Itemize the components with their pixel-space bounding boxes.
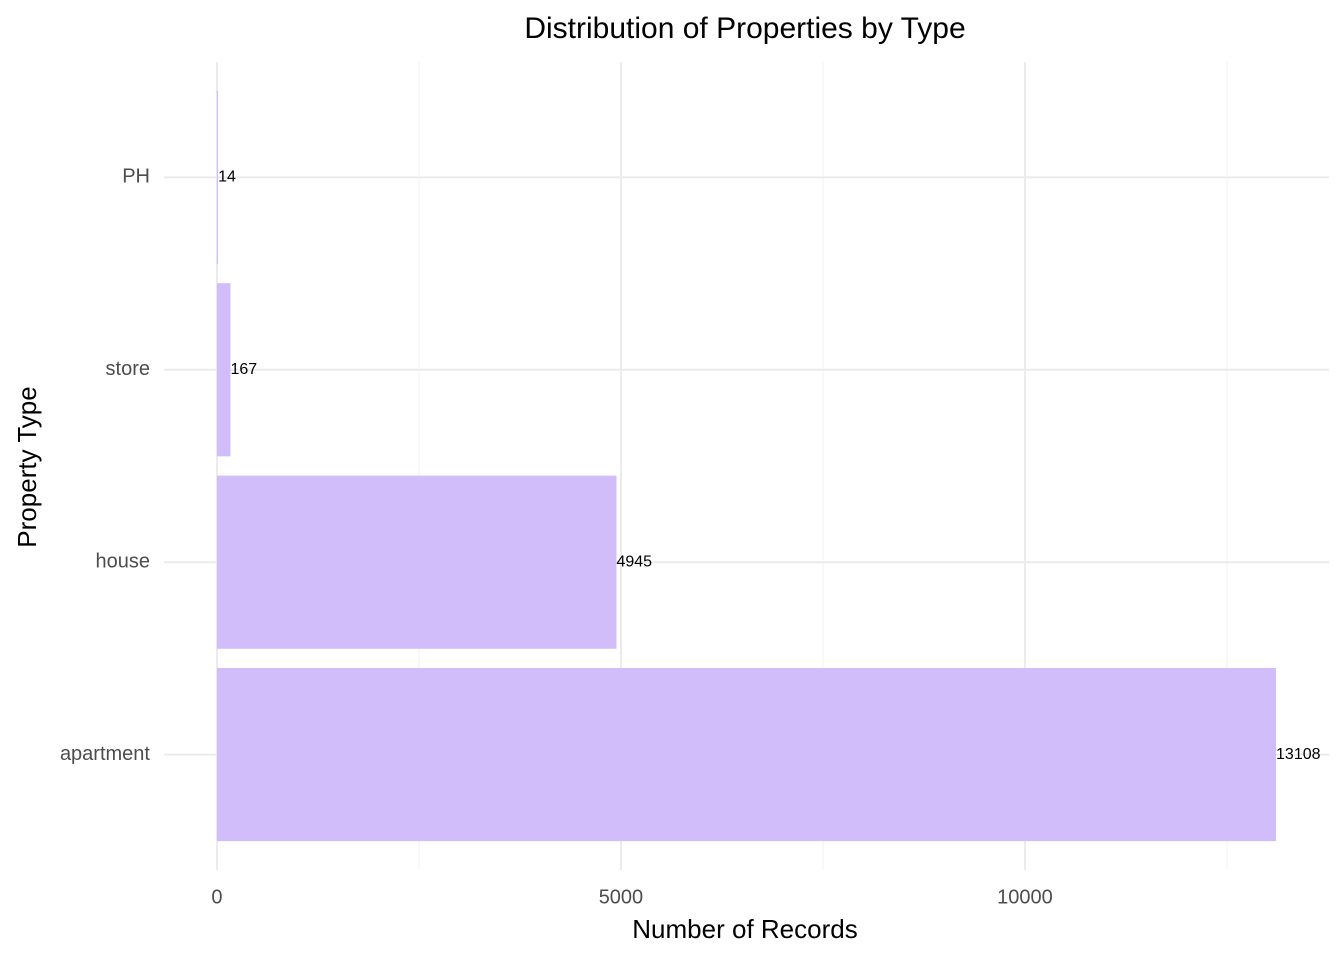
value-label: 13108 xyxy=(1276,746,1321,763)
x-axis-label: Number of Records xyxy=(632,914,857,944)
value-label: 167 xyxy=(230,361,257,378)
value-label: 4945 xyxy=(616,553,652,570)
bar xyxy=(216,475,617,649)
y-tick-label: store xyxy=(106,358,150,380)
value-label: 14 xyxy=(218,169,236,186)
x-tick-label: 0 xyxy=(211,886,222,908)
y-axis-label: Property Type xyxy=(12,386,42,547)
bar xyxy=(216,668,1277,842)
bar xyxy=(216,90,219,264)
chart-title: Distribution of Properties by Type xyxy=(524,12,965,45)
y-tick-label: house xyxy=(96,550,151,572)
bar xyxy=(216,283,231,457)
x-tick-label: 5000 xyxy=(599,886,644,908)
x-tick-label: 10000 xyxy=(997,886,1053,908)
y-tick-label: apartment xyxy=(60,743,150,765)
y-tick-label: PH xyxy=(122,166,150,188)
